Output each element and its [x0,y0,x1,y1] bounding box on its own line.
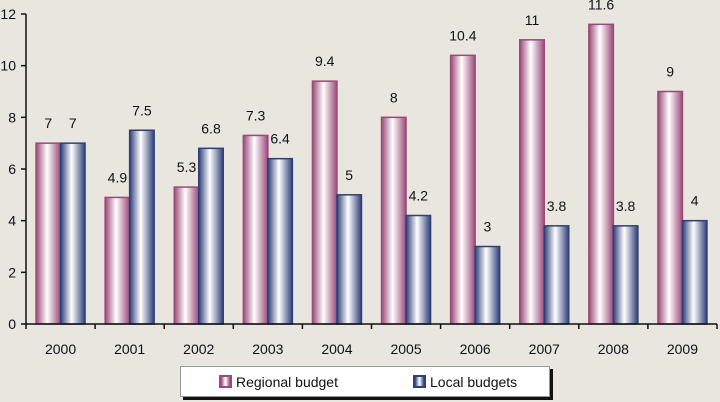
bar-local-budgets-2008 [612,225,639,325]
bar-regional-budget-2006 [449,54,476,325]
data-label: 9.4 [315,53,335,69]
y-tick-label: 6 [8,161,16,177]
bar-local-budgets-2000 [59,142,86,325]
x-tick-label: 2009 [667,341,698,357]
data-label: 9 [666,64,674,80]
bar-local-budgets-2009 [681,219,708,325]
data-label: 8 [390,89,398,105]
data-label: 7 [44,115,52,131]
bar-local-budgets-2003 [267,157,294,325]
bar-regional-budget-2000 [35,142,62,325]
bar-regional-budget-2003 [242,134,269,325]
legend-item-regional-budget: Regional budget [219,374,338,390]
x-tick-label: 2004 [321,341,352,357]
bar-local-budgets-2007 [543,225,570,325]
legend-label-local-budgets: Local budgets [430,373,518,390]
x-tick-label: 2007 [529,341,560,357]
data-label: 5.3 [177,159,197,175]
bar-local-budgets-2002 [198,147,224,325]
y-tick-label: 8 [8,109,16,125]
data-label: 6.8 [201,120,221,136]
labels-group: 7 4.9 5.3 7.3 9.4 8 10.4 11 11.6 9 7 7.5 6.8 6.4 5 4.2 3… [44,0,698,235]
bar-regional-budget-2002 [173,186,200,325]
y-tick-label: 10 [0,58,16,74]
x-tick-label: 2001 [114,341,145,357]
x-tick-label: 2002 [183,341,214,357]
y-tick-label: 12 [0,6,16,22]
x-tick-label: 2008 [598,341,629,357]
data-label: 4 [691,193,699,209]
data-label: 7.5 [132,102,152,118]
bar-local-budgets-2001 [128,129,155,325]
bar-local-budgets-2006 [474,245,501,325]
legend-label-regional-budget: Regional budget [236,373,338,390]
data-label: 3.8 [616,198,636,214]
x-tick-label: 2003 [252,341,283,357]
bar-local-budgets-2005 [405,214,432,325]
legend: Regional budget Local budgets [180,366,550,397]
bars-group [35,23,708,325]
data-label: 4.2 [409,188,429,204]
data-label: 11.6 [588,0,614,12]
data-label: 3.8 [547,198,567,214]
x-tick-label: 2000 [45,341,76,357]
x-tick-label: 2006 [460,341,491,357]
bar-regional-budget-2001 [104,196,131,325]
data-label: 11 [525,12,540,28]
axes-group: 0 2 4 6 8 10 12 2000 2001 2002 2003 2004 2005 2006 200… [0,6,718,357]
data-label: 4.9 [108,169,128,185]
legend-item-local-budgets: Local budgets [413,374,517,390]
legend-swatch-local-budgets [413,375,426,388]
bar-regional-budget-2009 [657,90,684,325]
bar-regional-budget-2007 [519,39,545,325]
bar-local-budgets-2004 [336,194,363,325]
x-tick-label: 2005 [390,341,421,357]
y-tick-label: 4 [8,213,16,229]
data-label: 7.3 [246,107,266,123]
y-tick-label: 0 [8,316,16,332]
bar-regional-budget-2008 [588,23,615,325]
data-label: 7 [69,115,77,131]
data-label: 5 [345,167,353,183]
data-label: 6.4 [270,131,290,147]
bar-regional-budget-2005 [380,116,407,325]
y-tick-label: 2 [8,264,16,280]
data-label: 3 [484,219,492,235]
data-label: 10.4 [449,27,476,43]
legend-swatch-regional-budget [219,375,232,388]
bar-regional-budget-2004 [311,80,338,325]
